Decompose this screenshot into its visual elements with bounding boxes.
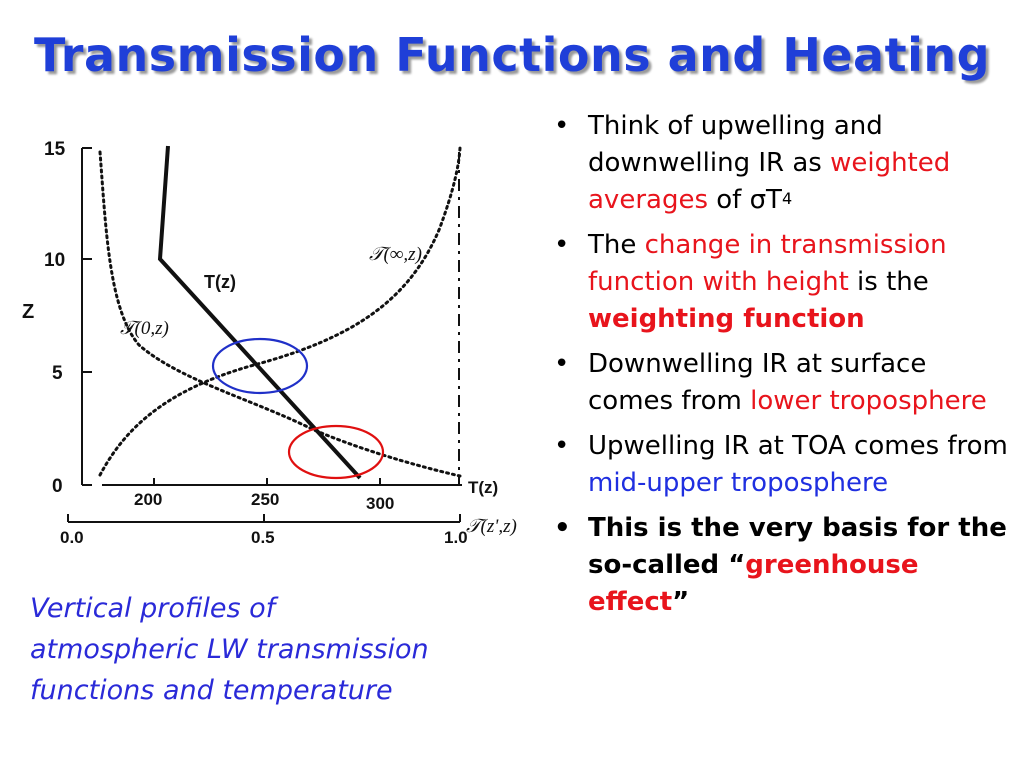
z-tick-label-5: 5	[52, 363, 63, 384]
bullet-item: • Downwelling IR at surface comes from l…	[546, 346, 1016, 420]
highlight-text: weighted averages	[588, 148, 951, 215]
bullet-item: • Upwelling IR at TOA comes from mid-upp…	[546, 428, 1016, 502]
tau-axis-label: 𝒯(z',z)	[466, 516, 517, 537]
bullet-text: ”	[672, 587, 690, 617]
bullet-text: This is the very basis for the so-called…	[588, 513, 1007, 580]
bullet-text: is the	[848, 267, 929, 297]
t-axis-label: T(z)	[468, 478, 498, 497]
z-axis-label: Z	[22, 301, 34, 323]
highlight-text: lower troposphere	[750, 386, 987, 416]
highlight-text: mid-upper troposphere	[588, 468, 889, 498]
tau-inf-z-label: 𝒯(∞,z)	[369, 244, 422, 265]
slide-title: Transmission Functions and Heating	[33, 28, 991, 82]
bullet-text: The	[588, 230, 645, 260]
t-tick-label-200: 200	[134, 490, 162, 509]
bullet-item: • Think of upwelling and downwelling IR …	[546, 108, 1016, 219]
highlight-text: greenhouse effect	[588, 550, 919, 617]
tau-tick-label-1: 1.0	[444, 528, 468, 547]
tau-0-z-curve	[98, 150, 462, 478]
tau-tick-label-05: 0.5	[251, 528, 275, 547]
bullet-marker: •	[554, 431, 570, 461]
bullet-marker: •	[554, 230, 570, 260]
bullet-text: of σT	[707, 185, 782, 215]
highlight-text: change in transmission function with hei…	[588, 230, 947, 297]
bullet-text: Upwelling IR at TOA comes from	[588, 431, 1008, 461]
bullet-text: Downwelling IR at surface comes from	[588, 349, 927, 416]
lower-troposphere-highlight	[287, 424, 385, 480]
bullet-item: • This is the very basis for the so-call…	[546, 510, 1016, 621]
bullet-marker: •	[554, 513, 571, 543]
tau-tick-label-0: 0.0	[60, 528, 84, 547]
bullet-marker: •	[554, 111, 570, 141]
transmission-temperature-figure: 0 5 10 15 Z 200 250 300 T(z) 0.0 0.5 1.0…	[14, 110, 544, 570]
temperature-profile	[157, 145, 362, 480]
profile-plot: 0 5 10 15 Z 200 250 300 T(z) 0.0 0.5 1.0…	[22, 139, 517, 547]
t-tick-label-300: 300	[366, 494, 394, 513]
bullet-marker: •	[554, 349, 570, 379]
temperature-curve-label: T(z)	[204, 272, 236, 292]
z-tick-label-0: 0	[52, 476, 63, 497]
caption-line-2: atmospheric LW transmission	[30, 634, 429, 665]
caption-line-1: Vertical profiles of	[30, 593, 276, 624]
tau-inf-z-curve	[98, 146, 462, 477]
figure-caption: Vertical profiles of atmospheric LW tran…	[30, 588, 510, 711]
tau-0-z-label: 𝒯(0,z)	[120, 318, 169, 339]
bullet-item: • The change in transmission function wi…	[546, 227, 1016, 338]
t-tick-label-250: 250	[251, 490, 279, 509]
z-tick-label-15: 15	[44, 139, 66, 160]
mid-troposphere-highlight	[211, 337, 309, 395]
highlight-text: weighting function	[588, 304, 865, 334]
bullet-text: Think of upwelling and downwelling IR as	[588, 111, 883, 178]
z-tick-label-10: 10	[44, 250, 65, 271]
superscript: 4	[781, 189, 793, 208]
caption-line-3: functions and temperature	[30, 675, 393, 706]
bullet-list: • Think of upwelling and downwelling IR …	[546, 108, 1016, 629]
